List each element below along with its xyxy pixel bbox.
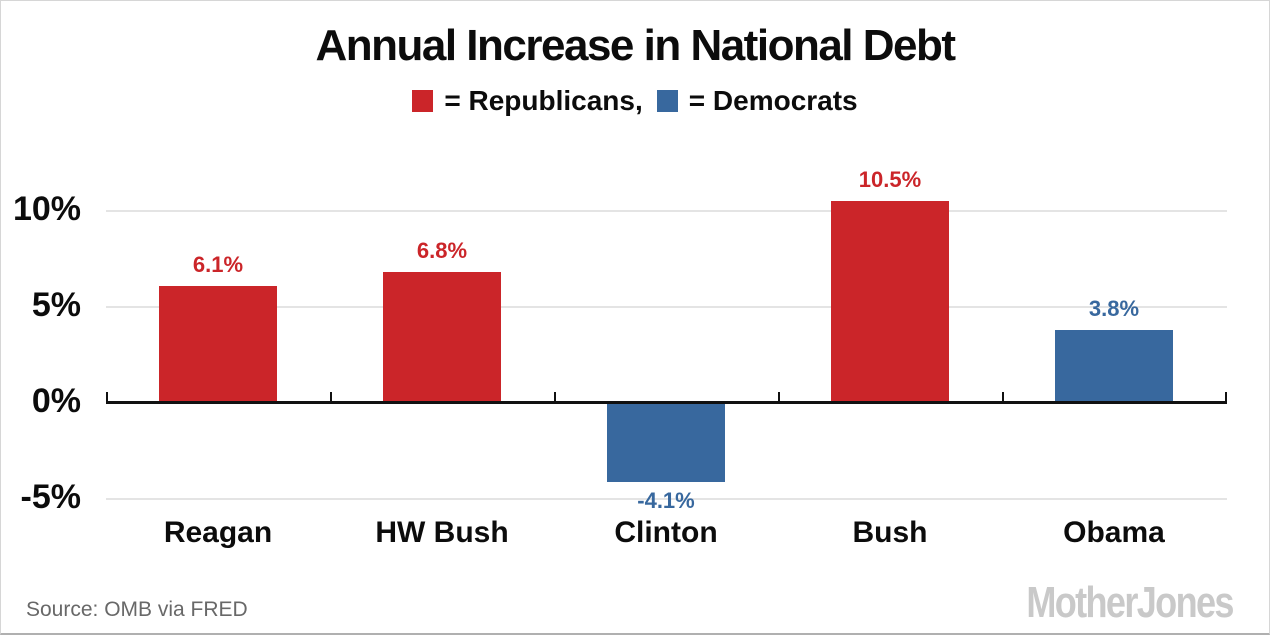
bar-value-label-hw-bush: 6.8% <box>416 238 468 264</box>
gridline--5% <box>106 498 1227 500</box>
gridline-10% <box>106 210 1227 212</box>
democrat-color-swatch <box>656 90 678 112</box>
mother-jones-logo: MotherJones <box>1026 578 1235 627</box>
legend-label-republicans: = Republicans, <box>444 85 643 116</box>
bar-hw-bush <box>383 272 501 403</box>
bar-value-label-clinton: -4.1% <box>637 487 695 513</box>
axis-tick-3 <box>778 392 780 401</box>
bar-obama <box>1055 330 1173 403</box>
bar-clinton <box>607 403 725 482</box>
y-axis-label-0%: 0% <box>31 381 81 420</box>
legend: = Republicans, = Democrats <box>1 85 1269 117</box>
category-label-clinton: Clinton <box>614 516 718 549</box>
x-axis-zero-line <box>106 401 1227 404</box>
legend-item-republicans: = Republicans, <box>412 85 643 117</box>
republican-color-swatch <box>412 90 434 112</box>
axis-tick-2 <box>554 392 556 401</box>
bar-reagan <box>159 285 277 403</box>
bar-value-label-reagan: 6.1% <box>192 251 244 277</box>
bar-bush <box>831 201 949 403</box>
bar-value-label-obama: 3.8% <box>1088 296 1140 322</box>
category-label-bush: Bush <box>852 516 928 549</box>
source-note: Source: OMB via FRED <box>26 598 248 621</box>
y-axis-label--5%: -5% <box>20 477 81 516</box>
axis-tick-1 <box>330 392 332 401</box>
category-label-hw-bush: HW Bush <box>375 516 509 549</box>
legend-label-democrats: = Democrats <box>688 85 858 116</box>
gridline-5% <box>106 306 1227 308</box>
category-label-reagan: Reagan <box>163 516 273 549</box>
y-axis-label-5%: 5% <box>31 285 81 324</box>
axis-tick-0 <box>106 392 108 401</box>
legend-item-democrats: = Democrats <box>656 85 858 117</box>
category-label-obama: Obama <box>1063 516 1165 549</box>
axis-tick-4 <box>1002 392 1004 401</box>
y-axis-label-10%: 10% <box>12 189 81 228</box>
bar-value-label-bush: 10.5% <box>858 167 922 193</box>
axis-tick-5 <box>1225 392 1227 401</box>
chart-title: Annual Increase in National Debt <box>315 21 956 70</box>
